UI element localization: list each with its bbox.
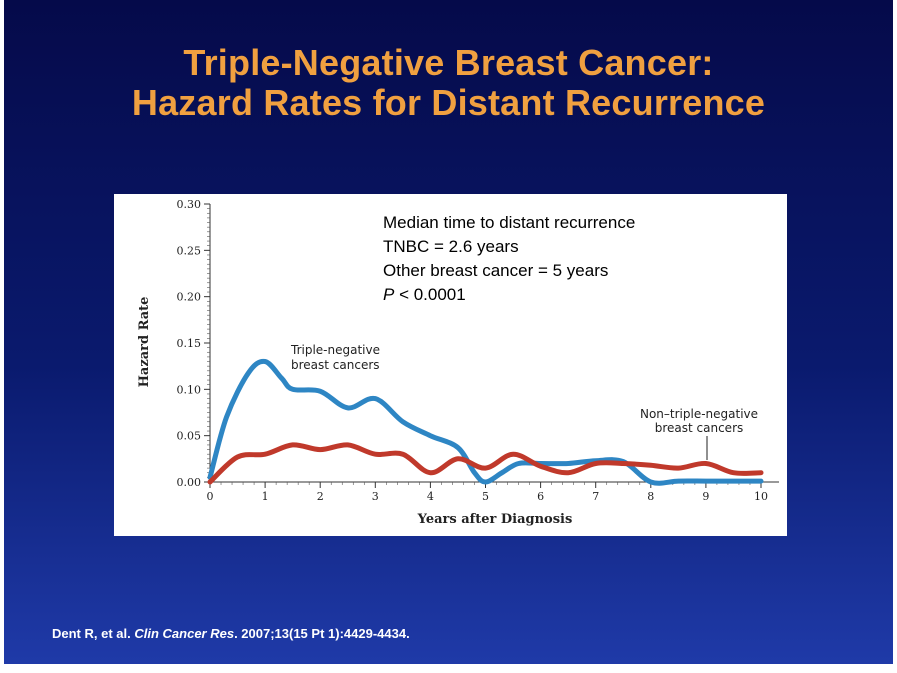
chart-panel: 0.00 0.05 0.10 0.15 0.20 0.25 0.30 0 1 2 3 4 5 6 7 8 9 1… (114, 194, 787, 536)
non-tnbc-series-line (207, 442, 764, 485)
x-tick-label: 1 (262, 490, 269, 503)
x-tick-label: 0 (207, 490, 214, 503)
citation: Dent R, et al. Clin Cancer Res. 2007;13(… (52, 626, 410, 641)
tnbc-series-label-line-2: breast cancers (291, 358, 380, 372)
y-axis: 0.00 0.05 0.10 0.15 0.20 0.25 0.30 (177, 198, 211, 489)
x-tick-label: 7 (592, 490, 599, 503)
x-axis: 0 1 2 3 4 5 6 7 8 9 10 (207, 481, 779, 503)
citation-authors: Dent R, et al. (52, 626, 135, 641)
x-tick-label: 2 (317, 490, 324, 503)
non-tnbc-series-label-line-2: breast cancers (655, 421, 744, 435)
citation-journal: Clin Cancer Res (134, 626, 235, 641)
slide-title-line-2: Hazard Rates for Distant Recurrence (131, 82, 766, 123)
annotation-p-value: P < 0.0001 (383, 285, 466, 304)
series-lines (207, 358, 764, 486)
p-value-text: < 0.0001 (394, 285, 465, 304)
x-tick-label: 10 (754, 490, 768, 503)
annotation-line-2: TNBC = 2.6 years (383, 237, 519, 256)
citation-details: . 2007;13(15 Pt 1):4429-4434. (234, 626, 410, 641)
y-tick-label: 0.05 (177, 430, 202, 443)
x-tick-label: 9 (702, 490, 709, 503)
slide-title-line-1: Triple-Negative Breast Cancer: (183, 42, 714, 83)
tnbc-series-label-line-1: Triple-negative (290, 343, 380, 357)
y-tick-label: 0.20 (177, 291, 202, 304)
y-tick-label: 0.15 (177, 337, 202, 350)
y-tick-label: 0.25 (177, 244, 202, 257)
non-tnbc-series-label-line-1: Non–triple-negative (640, 407, 758, 421)
x-tick-label: 5 (482, 490, 489, 503)
x-tick-label: 4 (427, 490, 434, 503)
y-tick-label: 0.10 (177, 383, 202, 396)
p-symbol: P (383, 285, 395, 304)
x-tick-label: 3 (372, 490, 379, 503)
y-tick-label: 0.30 (177, 198, 202, 211)
hazard-rate-chart: 0.00 0.05 0.10 0.15 0.20 0.25 0.30 0 1 2 3 4 5 6 7 8 9 1… (137, 198, 779, 527)
x-tick-label: 6 (537, 490, 544, 503)
annotation-line-1: Median time to distant recurrence (383, 213, 635, 232)
x-tick-label: 8 (647, 490, 654, 503)
y-axis-title: Hazard Rate (137, 297, 152, 388)
tnbc-series-line (207, 358, 764, 486)
annotation-line-3: Other breast cancer = 5 years (383, 261, 608, 280)
y-tick-label: 0.00 (177, 476, 202, 489)
slide-background: Triple-Negative Breast Cancer: Hazard Ra… (4, 0, 893, 664)
x-axis-title: Years after Diagnosis (417, 512, 573, 527)
